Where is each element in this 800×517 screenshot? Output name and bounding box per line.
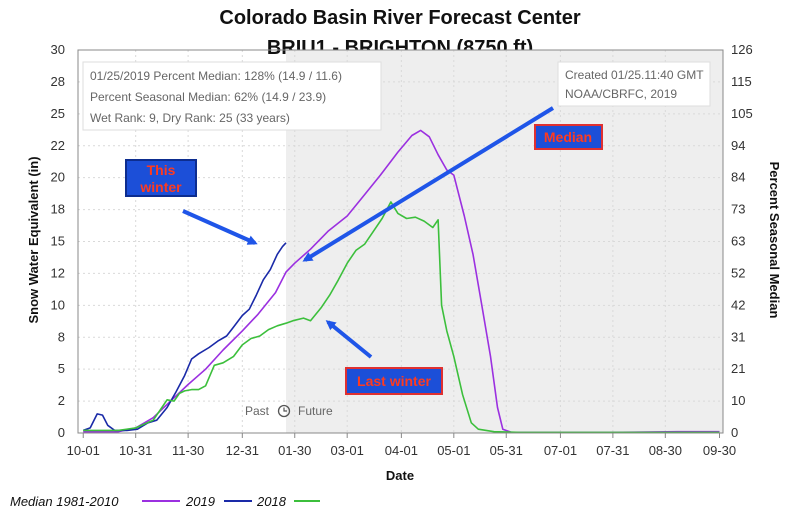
x-tick-label: 10-31 bbox=[119, 443, 152, 458]
median-text: Median bbox=[544, 129, 592, 145]
info-line-2: Percent Seasonal Median: 62% (14.9 / 23.… bbox=[90, 90, 326, 104]
arrow-median bbox=[302, 106, 555, 262]
y2-axis-ticks: 0 10 21 31 42 52 63 73 84 94 105 115 126 bbox=[731, 42, 753, 440]
past-label: Past bbox=[245, 404, 270, 418]
created-line-1: Created 01/25.11:40 GMT bbox=[565, 68, 704, 82]
x-tick-label: 01-30 bbox=[278, 443, 311, 458]
y-axis-label: Snow Water Equivalent (in) bbox=[26, 156, 41, 323]
y-tick-label: 20 bbox=[51, 170, 65, 185]
y-tick-label: 8 bbox=[58, 329, 65, 344]
y2-tick-label: 126 bbox=[731, 42, 753, 57]
y-tick-label: 30 bbox=[51, 42, 65, 57]
info-line-1: 01/25/2019 Percent Median: 128% (14.9 / … bbox=[90, 69, 342, 83]
series-layer bbox=[82, 129, 720, 434]
annotation-median: Median bbox=[534, 124, 603, 150]
created-box: Created 01/25.11:40 GMT NOAA/CBRFC, 2019 bbox=[557, 61, 711, 107]
annotation-last-winter: Last winter bbox=[345, 367, 443, 395]
legend-median-label: Median 1981-2010 bbox=[10, 494, 119, 509]
arrow-this-winter bbox=[182, 209, 258, 245]
chart-title: Colorado Basin River Forecast Center bbox=[219, 7, 580, 29]
y-tick-label: 10 bbox=[51, 297, 65, 312]
y2-tick-label: 115 bbox=[731, 74, 752, 89]
y2-tick-label: 21 bbox=[731, 361, 745, 376]
info-line-3: Wet Rank: 9, Dry Rank: 25 (33 years) bbox=[90, 111, 290, 125]
x-tick-label: 03-01 bbox=[331, 443, 364, 458]
x-tick-label: 04-01 bbox=[385, 443, 418, 458]
series-line-2019 bbox=[82, 242, 287, 432]
x-tick-label: 07-01 bbox=[544, 443, 577, 458]
series-line-median bbox=[83, 129, 720, 434]
legend-2018-label: 2018 bbox=[256, 494, 287, 509]
past-future-marker: Past Future bbox=[245, 404, 333, 418]
plot-frame bbox=[77, 49, 724, 434]
y2-axis-label: Percent Seasonal Median bbox=[767, 162, 782, 319]
x-tick-label: 05-31 bbox=[490, 443, 523, 458]
y-tick-label: 2 bbox=[58, 393, 65, 408]
y2-tick-label: 31 bbox=[731, 329, 745, 344]
y-tick-label: 15 bbox=[51, 234, 65, 249]
y-tick-label: 18 bbox=[51, 202, 65, 217]
y-tick-label: 28 bbox=[51, 74, 65, 89]
y2-tick-label: 94 bbox=[731, 138, 745, 153]
x-tick-label: 07-31 bbox=[596, 443, 629, 458]
x-tick-label: 05-01 bbox=[437, 443, 470, 458]
legend: Median 1981-2010 2019 2018 bbox=[10, 494, 320, 509]
y2-tick-label: 63 bbox=[731, 234, 745, 249]
clock-icon bbox=[277, 404, 291, 418]
grid bbox=[78, 50, 723, 433]
y-tick-label: 5 bbox=[58, 361, 65, 376]
this-winter-text-1: This bbox=[147, 162, 176, 178]
y2-tick-label: 73 bbox=[731, 202, 745, 217]
y2-tick-label: 84 bbox=[731, 170, 745, 185]
y2-tick-label: 105 bbox=[731, 106, 753, 121]
created-line-2: NOAA/CBRFC, 2019 bbox=[565, 87, 677, 101]
series-line-2018 bbox=[83, 201, 720, 434]
x-tick-label: 09-30 bbox=[703, 443, 736, 458]
x-tick-label: 12-31 bbox=[226, 443, 259, 458]
y2-tick-label: 10 bbox=[731, 393, 745, 408]
y-tick-label: 25 bbox=[51, 106, 65, 121]
y2-tick-label: 0 bbox=[731, 425, 738, 440]
x-tick-label: 11-30 bbox=[172, 443, 204, 458]
annotation-this-winter: This winter bbox=[125, 159, 197, 197]
y2-tick-label: 42 bbox=[731, 297, 745, 312]
last-winter-text: Last winter bbox=[357, 373, 431, 389]
info-box: 01/25/2019 Percent Median: 128% (14.9 / … bbox=[82, 61, 382, 131]
x-axis-ticks: 10-01 10-31 11-30 12-31 01-30 03-01 04-01 05-01… bbox=[67, 433, 736, 458]
y2-tick-label: 52 bbox=[731, 265, 745, 280]
x-axis-label: Date bbox=[386, 468, 414, 483]
y-tick-label: 22 bbox=[51, 138, 65, 153]
legend-2019-label: 2019 bbox=[185, 494, 215, 509]
future-label: Future bbox=[298, 404, 333, 418]
x-tick-label: 08-30 bbox=[649, 443, 682, 458]
x-tick-label: 10-01 bbox=[67, 443, 100, 458]
y-tick-label: 0 bbox=[58, 425, 65, 440]
this-winter-text-2: winter bbox=[139, 179, 182, 195]
y-tick-label: 12 bbox=[51, 265, 65, 280]
arrow-last-winter bbox=[325, 320, 373, 359]
